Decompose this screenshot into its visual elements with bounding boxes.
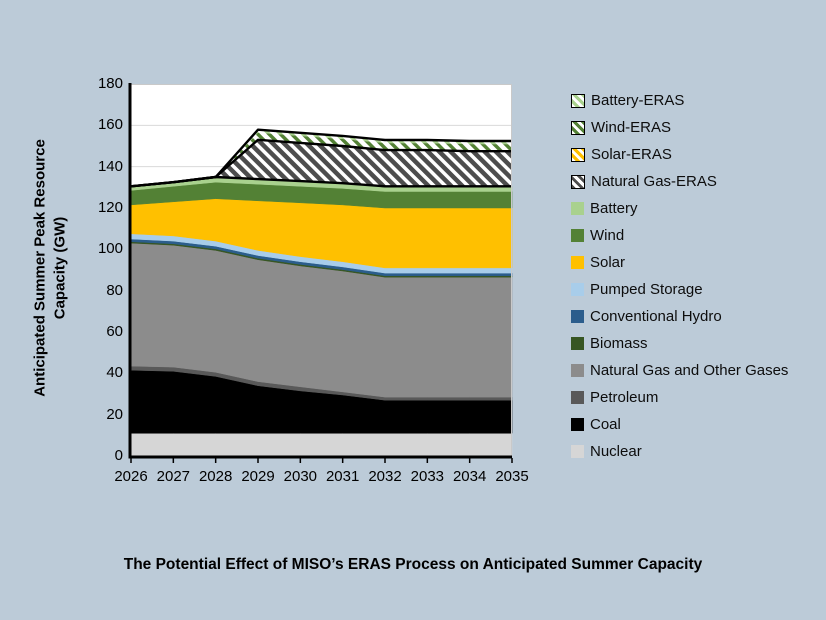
legend-swatch-battery-eras <box>571 93 585 108</box>
legend-label: Conventional Hydro <box>590 308 722 325</box>
y-tick-label: 100 <box>97 240 123 258</box>
y-tick-label: 60 <box>106 323 123 340</box>
legend-item-solar: Solar <box>571 254 788 271</box>
legend-item-petroleum: Petroleum <box>571 389 788 406</box>
legend-item-conventional-hydro: Conventional Hydro <box>571 308 788 325</box>
legend-item-natural-gas-and-other-gases: Natural Gas and Other Gases <box>571 362 788 379</box>
legend-label: Solar-ERAS <box>591 146 672 163</box>
y-tick-label: 160 <box>97 116 123 134</box>
x-year-label: 2030 <box>283 468 318 485</box>
legend-label: Battery <box>590 200 638 217</box>
legend-swatch-battery <box>571 202 584 215</box>
x-year-label: 2026 <box>114 468 148 485</box>
x-year-label: 2031 <box>325 468 360 485</box>
y-tick-label: 80 <box>106 281 123 299</box>
y-tick-label: 140 <box>97 157 123 175</box>
legend-item-solar-eras: Solar-ERAS <box>571 146 788 163</box>
stacked-area-chart <box>128 83 513 463</box>
legend-item-battery: Battery <box>571 200 788 217</box>
x-year-label: 2034 <box>452 468 487 485</box>
legend-label: Coal <box>590 416 621 433</box>
legend-label: Solar <box>590 254 626 271</box>
x-year-label: 2032 <box>368 468 402 485</box>
legend-item-pumped-storage: Pumped Storage <box>571 281 788 298</box>
y-tick-label: 120 <box>97 199 123 216</box>
legend-item-natural-gas-eras: Natural Gas-ERAS <box>571 173 788 190</box>
x-year-label: 2035 <box>495 468 529 485</box>
legend-item-wind-eras: Wind-ERAS <box>571 119 788 136</box>
legend-swatch-biomass <box>571 337 584 350</box>
legend-label: Biomass <box>590 335 648 352</box>
x-year-label: 2028 <box>198 468 233 485</box>
legend-label: Nuclear <box>590 443 642 460</box>
x-year-label: 2029 <box>241 468 275 485</box>
legend-item-coal: Coal <box>571 416 788 433</box>
y-tick-label: 0 <box>114 447 123 464</box>
y-tick-label: 40 <box>106 364 123 382</box>
y-axis-title-line2: Capacity (GW) <box>51 216 68 320</box>
legend-item-wind: Wind <box>571 227 788 244</box>
legend-label: Natural Gas-ERAS <box>591 173 717 190</box>
legend-item-battery-eras: Battery-ERAS <box>571 92 788 109</box>
legend-swatch-solar-eras <box>571 147 585 162</box>
legend-swatch-conventional-hydro <box>571 310 584 323</box>
chart-caption: The Potential Effect of MISO’s ERAS Proc… <box>123 556 703 573</box>
x-year-label: 2033 <box>410 468 445 485</box>
y-tick-label: 180 <box>97 75 123 92</box>
legend-label: Battery-ERAS <box>591 92 685 109</box>
legend-swatch-nuclear <box>571 445 584 458</box>
legend-swatch-wind-eras <box>571 120 585 135</box>
legend-swatch-wind <box>571 229 584 242</box>
legend-swatch-coal <box>571 418 584 431</box>
x-year-label: 2027 <box>156 468 191 485</box>
legend-label: Wind <box>590 227 625 244</box>
legend-item-biomass: Biomass <box>571 335 788 352</box>
legend-swatch-pumped-storage <box>571 283 584 296</box>
legend-swatch-solar <box>571 256 584 269</box>
y-axis-title-line1: Anticipated Summer Peak Resource <box>31 139 49 397</box>
legend-label: Wind-ERAS <box>591 119 672 136</box>
legend-swatch-natural-gas-eras <box>571 174 585 189</box>
legend-swatch-natural-gas-and-other-gases <box>571 364 584 377</box>
legend-item-nuclear: Nuclear <box>571 443 788 460</box>
y-tick-label: 20 <box>106 405 123 423</box>
legend-label: Natural Gas and Other Gases <box>590 362 789 379</box>
legend-swatch-petroleum <box>571 391 584 404</box>
legend-label: Petroleum <box>590 389 659 406</box>
chart-legend: Battery-ERAS Wind-ERAS Solar-ERAS Natural G… <box>571 92 788 460</box>
y-axis-title: Anticipated Summer Peak Resource Capacit… <box>31 139 70 397</box>
legend-label: Pumped Storage <box>590 281 703 298</box>
